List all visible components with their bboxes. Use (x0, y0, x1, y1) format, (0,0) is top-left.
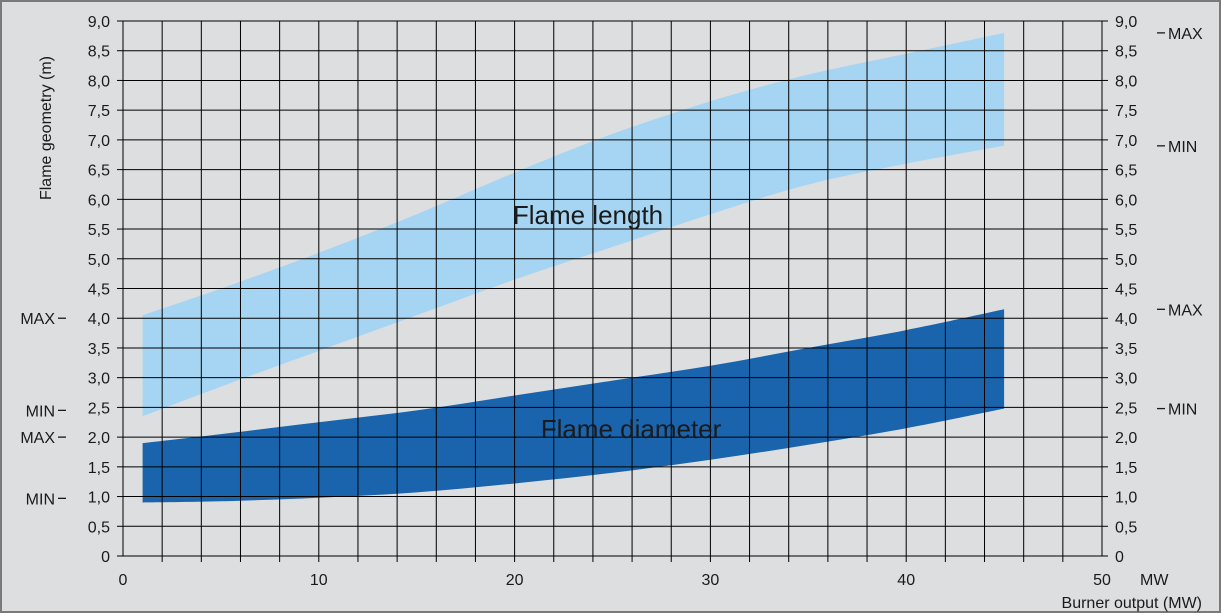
x-tick-label: 0 (119, 572, 128, 589)
y-tick-label-right: 8,5 (1115, 44, 1137, 61)
ticks-layer: 0 00,5 0,51,0 1,01,5 1,52,0 2,02,5 2,53,0 3,03,… (88, 14, 1138, 589)
left-marker-label: MIN (26, 403, 55, 420)
x-tick-label: 30 (702, 572, 720, 589)
y-tick-label-left: 8,5 (88, 44, 110, 61)
y-tick-label-left: 3,5 (88, 341, 110, 358)
right-marker-label: MIN (1168, 402, 1197, 419)
x-axis-unit: MW (1140, 572, 1169, 589)
y-tick-label-left: 1,0 (88, 490, 110, 507)
y-tick-label-left: 7,5 (88, 103, 110, 120)
y-tick-label-left: 2,5 (88, 400, 110, 417)
y-tick-label-left: 7,0 (88, 133, 110, 150)
x-tick-label: 20 (506, 572, 524, 589)
y-tick-label-left: 5,0 (88, 252, 110, 269)
left-marker-label: MIN (26, 491, 55, 508)
y-tick-label-right: 3,5 (1115, 341, 1137, 358)
y-tick-label-right: 7,0 (1115, 133, 1137, 150)
flame-length-label: Flame length (513, 200, 663, 230)
y-axis-title: Flame geometry (m) (38, 56, 55, 200)
y-tick-label-left: 8,0 (88, 73, 110, 90)
y-tick-label-right: 7,5 (1115, 103, 1137, 120)
left-marker-label: MAX (20, 430, 55, 447)
x-axis-title: Burner output (MW) (1062, 595, 1202, 612)
y-tick-label-right: 0,5 (1115, 519, 1137, 536)
y-tick-label-left: 1,5 (88, 460, 110, 477)
y-tick-label-left: 9,0 (88, 14, 110, 31)
y-tick-label-right: 2,0 (1115, 430, 1137, 447)
y-tick-label-right: 6,5 (1115, 163, 1137, 180)
right-marker-label: MIN (1168, 139, 1197, 156)
flame-diameter-label: Flame diameter (541, 414, 722, 444)
y-tick-label-left: 4,0 (88, 311, 110, 328)
y-tick-label-left: 4,5 (88, 282, 110, 299)
band-labels-layer: Flame length Flame diameter (513, 200, 722, 444)
y-tick-label-right: 0 (1115, 549, 1124, 566)
y-tick-label-left: 6,0 (88, 192, 110, 209)
right-marker-label: MAX (1168, 26, 1203, 43)
y-tick-label-left: 5,5 (88, 222, 110, 239)
y-tick-label-right: 4,5 (1115, 282, 1137, 299)
y-tick-label-left: 6,5 (88, 163, 110, 180)
grid-layer (117, 20, 1108, 562)
markers-layer: MAX MIN MAX MIN MAX MIN MAX MIN (20, 26, 1203, 508)
y-tick-label-right: 1,0 (1115, 490, 1137, 507)
y-tick-label-right: 8,0 (1115, 73, 1137, 90)
y-tick-label-right: 6,0 (1115, 192, 1137, 209)
y-tick-label-right: 3,0 (1115, 371, 1137, 388)
y-tick-label-right: 9,0 (1115, 14, 1137, 31)
y-tick-label-left: 0 (101, 549, 110, 566)
x-tick-label: 50 (1093, 572, 1111, 589)
y-tick-label-right: 4,0 (1115, 311, 1137, 328)
y-tick-label-left: 0,5 (88, 519, 110, 536)
right-marker-label: MAX (1168, 302, 1203, 319)
y-tick-label-right: 1,5 (1115, 460, 1137, 477)
x-tick-label: 40 (897, 572, 915, 589)
x-tick-label: 10 (310, 572, 328, 589)
y-tick-label-right: 2,5 (1115, 400, 1137, 417)
y-tick-label-left: 2,0 (88, 430, 110, 447)
y-tick-label-right: 5,5 (1115, 222, 1137, 239)
left-marker-label: MAX (20, 311, 55, 328)
y-tick-label-left: 3,0 (88, 371, 110, 388)
y-tick-label-right: 5,0 (1115, 252, 1137, 269)
